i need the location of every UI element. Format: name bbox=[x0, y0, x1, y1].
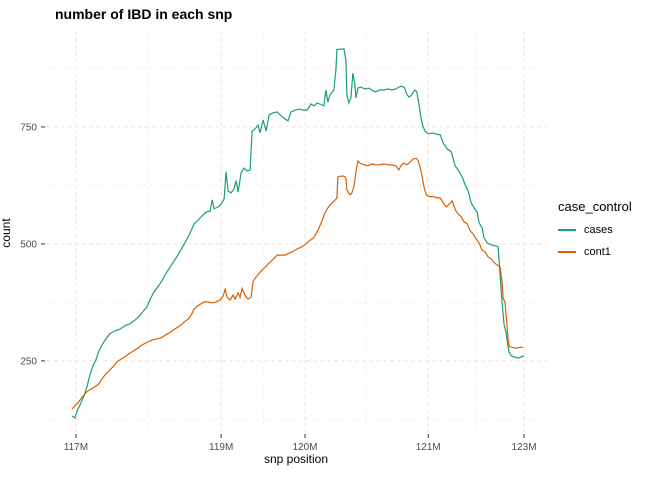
legend-title: case_control bbox=[558, 199, 632, 214]
cont1-line bbox=[71, 157, 523, 410]
legend-label-cont1: cont1 bbox=[584, 246, 611, 258]
legend-label-cases: cases bbox=[584, 224, 613, 236]
y-axis-title: count bbox=[0, 218, 13, 248]
x-tick-label: 119M bbox=[209, 442, 233, 453]
y-tick-label: 750 bbox=[20, 122, 37, 133]
legend-item-cont1: cont1 bbox=[558, 246, 632, 258]
x-tick-label: 121M bbox=[416, 442, 441, 453]
chart-title: number of IBD in each snp bbox=[55, 6, 233, 22]
legend: case_control cases cont1 bbox=[558, 199, 632, 268]
y-tick-label: 250 bbox=[20, 356, 37, 367]
y-tick-label: 500 bbox=[20, 239, 37, 250]
x-tick-label: 120M bbox=[292, 442, 317, 453]
cont1-line-swatch bbox=[558, 251, 576, 253]
cases-line bbox=[71, 48, 525, 419]
cases-line-swatch bbox=[558, 229, 576, 231]
legend-item-cases: cases bbox=[558, 224, 632, 236]
x-tick-label: 117M bbox=[64, 442, 88, 453]
x-tick-label: 123M bbox=[512, 442, 537, 453]
x-axis-title: snp position bbox=[263, 452, 329, 466]
